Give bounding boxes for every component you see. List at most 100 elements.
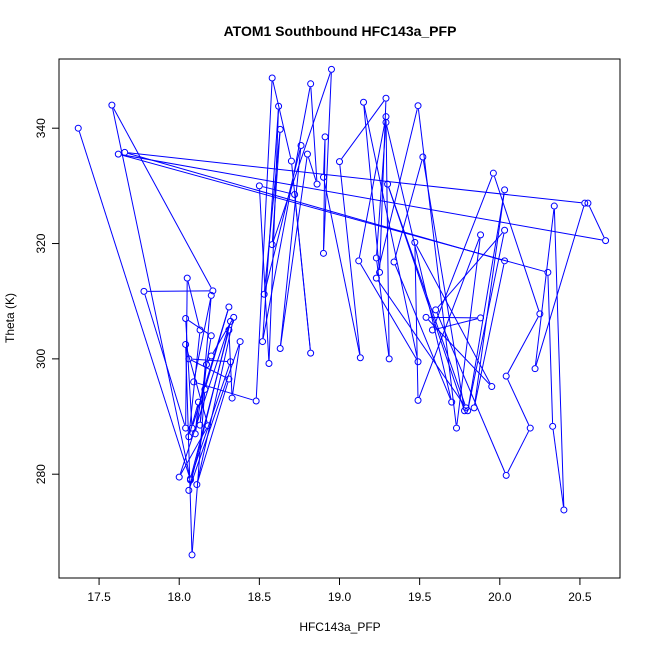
data-point: [307, 80, 315, 88]
series-segment: [185, 347, 193, 552]
data-point: [225, 326, 233, 334]
data-point: [185, 486, 193, 494]
data-point: [550, 202, 558, 210]
data-point: [360, 98, 368, 106]
data-point: [549, 422, 557, 430]
series-segment: [207, 358, 211, 362]
data-point: [182, 340, 190, 348]
series-segment: [191, 364, 230, 476]
data-point: [422, 313, 430, 321]
series-segment: [388, 187, 466, 405]
series-segment: [588, 206, 605, 238]
data-point: [501, 226, 509, 234]
series-segment: [547, 275, 554, 423]
data-point: [501, 186, 509, 194]
series-segment: [179, 324, 230, 474]
x-tick-label: 19.5: [408, 590, 432, 604]
data-point: [191, 430, 199, 438]
data-point: [114, 150, 122, 158]
data-point: [190, 378, 198, 386]
series-segment: [363, 105, 380, 269]
data-point: [544, 268, 552, 276]
series-segment: [394, 160, 423, 259]
data-point: [260, 290, 268, 298]
series-segment: [433, 176, 493, 327]
series-segment: [268, 109, 279, 361]
series-segment: [552, 429, 564, 507]
data-point: [502, 471, 510, 479]
series-segment: [193, 298, 212, 379]
series-segment: [205, 310, 229, 387]
data-point: [196, 421, 204, 429]
series-segment: [417, 109, 457, 425]
data-point: [74, 124, 82, 132]
data-point: [448, 398, 456, 406]
series-segment: [121, 154, 545, 272]
data-point: [204, 422, 212, 430]
series-segment: [507, 316, 539, 374]
series-segment: [341, 100, 385, 160]
data-point: [291, 191, 299, 199]
series-segment: [259, 189, 270, 361]
data-point: [502, 372, 510, 380]
series-segment: [474, 193, 505, 405]
series-segment: [186, 347, 208, 423]
data-point: [227, 358, 235, 366]
series-segment: [379, 101, 387, 269]
data-point: [531, 365, 539, 373]
series-segment: [189, 405, 198, 434]
data-point: [501, 257, 509, 265]
series-segment: [128, 152, 582, 204]
series-segment: [474, 264, 505, 405]
x-tick-label: 20.0: [488, 590, 512, 604]
series-segment: [197, 382, 229, 482]
data-point: [355, 257, 363, 265]
data-point: [414, 396, 422, 404]
series-segment: [197, 320, 234, 482]
series-segment: [147, 290, 210, 292]
data-point: [259, 338, 267, 346]
series-segment: [187, 281, 200, 327]
series-segment: [308, 157, 317, 181]
data-point: [411, 238, 419, 246]
data-point: [140, 287, 148, 295]
data-point: [376, 268, 384, 276]
series-segment: [323, 140, 326, 250]
series-segment: [113, 107, 212, 288]
data-point: [201, 385, 209, 393]
data-point: [428, 326, 436, 334]
series-segment: [272, 72, 331, 242]
data-point: [275, 102, 283, 110]
series-segment: [112, 108, 191, 477]
data-point: [225, 375, 233, 383]
series-segment: [467, 193, 505, 408]
data-point: [188, 551, 196, 559]
series-segment: [264, 148, 301, 292]
data-point: [307, 349, 315, 357]
series-segment: [339, 165, 361, 355]
series-segment: [190, 333, 229, 476]
series-segment: [456, 238, 481, 425]
data-point: [319, 249, 327, 257]
data-point: [470, 404, 478, 412]
data-point: [477, 314, 485, 322]
data-point: [526, 424, 534, 432]
data-point: [432, 306, 440, 314]
data-point: [185, 433, 193, 441]
series-segment: [535, 206, 585, 366]
series-segment: [280, 148, 302, 346]
data-point: [477, 231, 485, 239]
series-segment: [507, 379, 530, 426]
data-point: [602, 237, 610, 245]
data-point: [489, 169, 497, 177]
series-segment: [377, 280, 465, 406]
series-segment: [385, 120, 390, 356]
data-point: [276, 344, 284, 352]
y-axis: 280 300 320 340: [34, 118, 60, 484]
data-point: [183, 274, 191, 282]
data-point: [207, 332, 215, 340]
series-segment: [323, 72, 332, 250]
data-point: [390, 258, 398, 266]
